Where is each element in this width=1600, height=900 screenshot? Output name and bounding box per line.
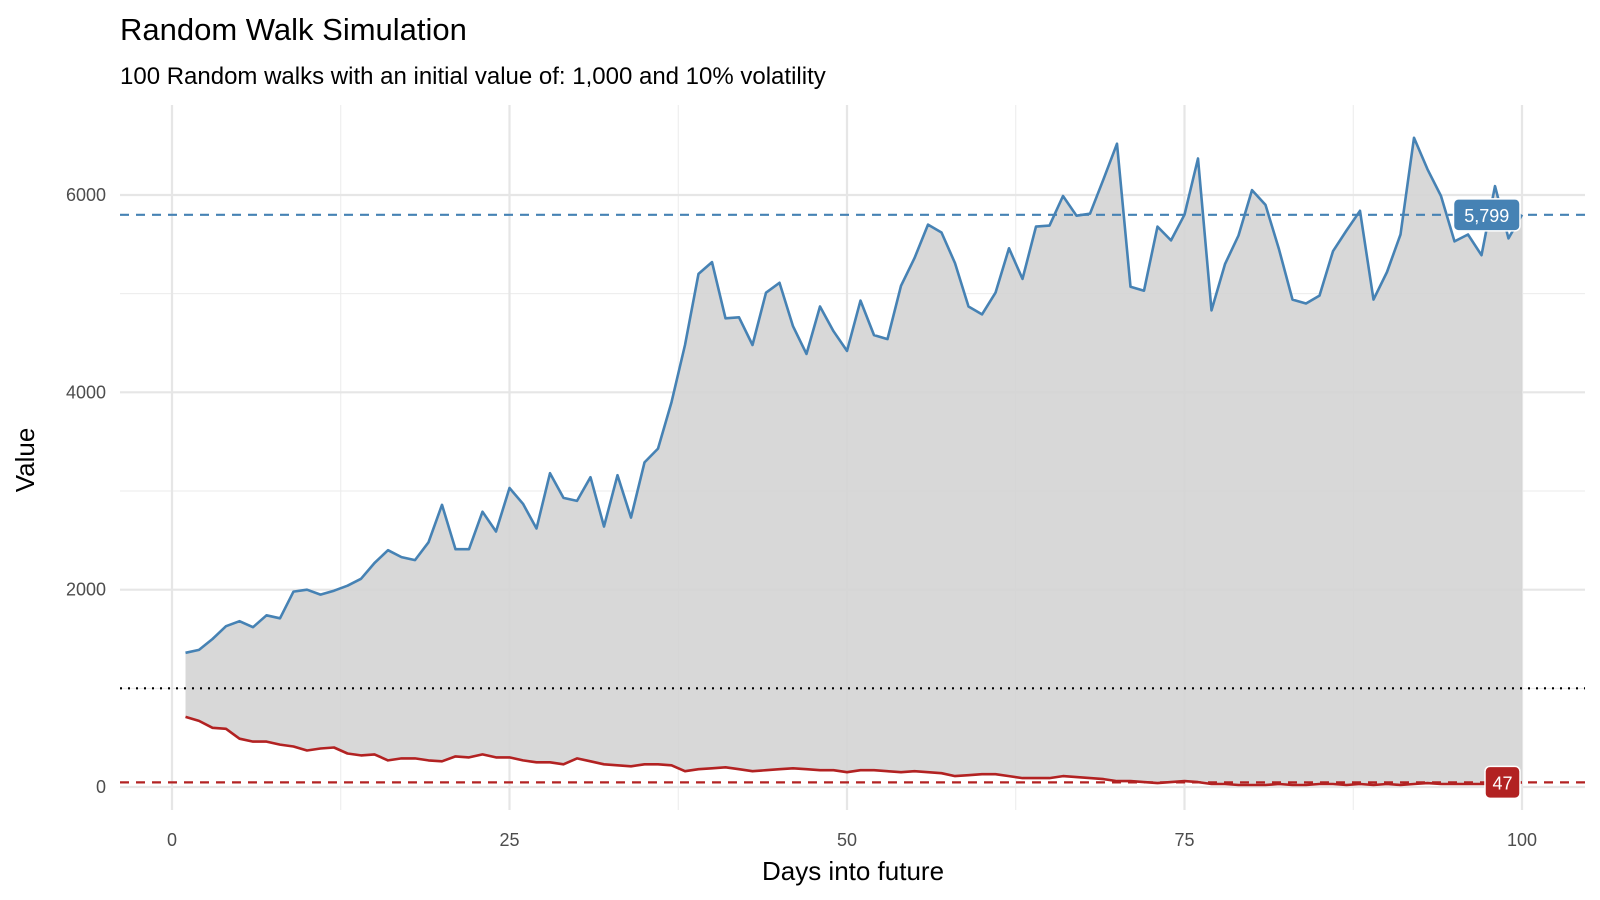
x-tick-label: 75	[1174, 830, 1194, 850]
y-tick-label: 4000	[66, 382, 106, 402]
x-tick-label: 100	[1507, 830, 1537, 850]
range-band	[185, 137, 1522, 786]
x-axis-ticks: 0 25 50 75 100	[167, 830, 1537, 850]
reference-label: 5,799	[1464, 206, 1509, 226]
chart-title: Random Walk Simulation	[120, 12, 467, 47]
x-tick-label: 25	[499, 830, 519, 850]
y-tick-label: 6000	[66, 185, 106, 205]
reference-lines	[120, 213, 1585, 784]
min-series-line	[185, 715, 1523, 787]
reference-labels: 5,799 47	[1452, 198, 1521, 800]
x-tick-label: 50	[837, 830, 857, 850]
reference-label-box	[1452, 198, 1521, 232]
reference-label: 47	[1492, 773, 1512, 793]
chart-subtitle: 100 Random walks with an initial value o…	[120, 63, 826, 90]
max-series-line	[185, 136, 1524, 655]
y-tick-label: 0	[96, 777, 106, 797]
x-tick-label: 0	[167, 830, 177, 850]
y-tick-label: 2000	[66, 580, 106, 600]
y-axis-title: Value	[10, 428, 40, 493]
x-axis-title: Days into future	[762, 856, 944, 886]
y-axis-ticks: 0 2000 4000 6000	[66, 185, 106, 797]
series-lines	[185, 136, 1524, 787]
reference-label-box	[1484, 765, 1521, 800]
